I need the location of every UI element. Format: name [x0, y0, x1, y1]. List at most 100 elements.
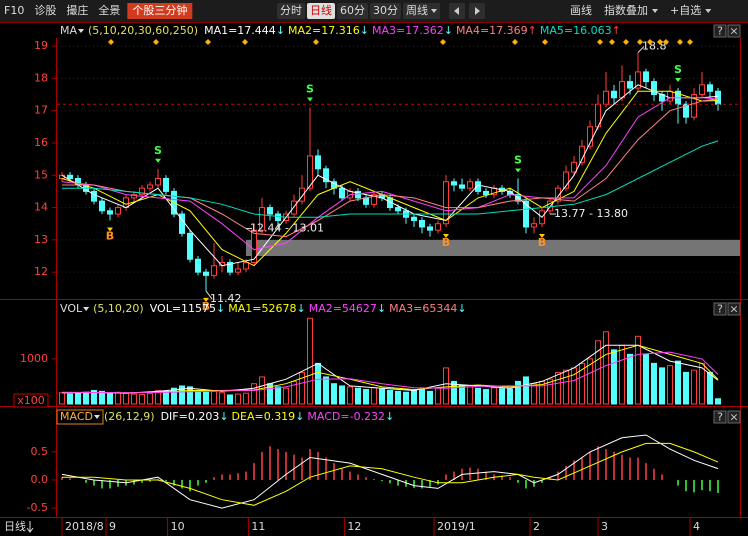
candle-body [611, 90, 617, 99]
panel-button[interactable] [727, 410, 741, 424]
toolbar-button[interactable]: 画线 [570, 3, 592, 17]
volume-bar [91, 389, 97, 405]
y-tick-label: -0.5 [27, 501, 48, 514]
event-marker[interactable] [205, 39, 211, 45]
volume-bar [219, 392, 225, 405]
event-marker[interactable] [542, 39, 548, 45]
period-button[interactable] [307, 3, 335, 19]
event-marker[interactable] [242, 39, 248, 45]
volume-bar [587, 358, 593, 405]
candle-body [115, 207, 121, 215]
panel-button[interactable] [727, 24, 741, 38]
event-marker[interactable] [623, 39, 629, 45]
toolbar-button[interactable]: 全景 [98, 3, 120, 17]
panel-button-label[interactable]: × [729, 25, 738, 38]
volume-bar [547, 378, 553, 405]
panel-button-label[interactable]: ? [717, 303, 723, 316]
period-label[interactable]: 60分 [340, 4, 365, 17]
event-marker[interactable] [440, 39, 446, 45]
candle-body [243, 261, 249, 270]
toolbar-button[interactable]: 撮庄 [66, 3, 88, 17]
volume-bar [691, 369, 697, 405]
event-marker[interactable] [637, 39, 643, 45]
volume-bar [619, 344, 625, 405]
active-tab-label[interactable]: 个股三分钟 [132, 3, 187, 17]
candle-body [155, 177, 161, 186]
event-marker[interactable] [677, 39, 683, 45]
volume-bar [395, 390, 401, 405]
indicator-name[interactable]: MACD [60, 410, 93, 423]
indicator-arrow: ↑ [612, 24, 621, 37]
signal-arrow [107, 227, 113, 232]
indicator-arrow: ↓ [296, 302, 305, 315]
volume-bar [139, 394, 145, 405]
y-tick-label: 1000 [20, 352, 48, 365]
indicator-name[interactable]: VOL [60, 302, 83, 315]
event-marker[interactable] [153, 39, 159, 45]
indicator-name[interactable]: MA [60, 24, 77, 37]
volume-bar [171, 387, 177, 405]
event-marker[interactable] [609, 39, 615, 45]
candle-body [483, 190, 489, 196]
event-marker[interactable] [657, 39, 663, 45]
panel-button[interactable] [727, 302, 741, 316]
toolbar-button[interactable]: 指数叠加 [604, 3, 648, 17]
period-label[interactable]: 30分 [373, 4, 398, 17]
candle-body [699, 84, 705, 96]
period-button[interactable] [337, 3, 368, 19]
x-tick-label: 11 [251, 520, 265, 533]
toolbar-button[interactable]: 诊股 [34, 3, 56, 17]
event-marker[interactable] [663, 39, 669, 45]
candle-body [443, 181, 449, 225]
x-tick-label: 3 [601, 520, 608, 533]
signal-arrow [307, 97, 313, 102]
event-marker[interactable] [512, 39, 518, 45]
candle-body [635, 71, 641, 89]
x-tick-label: 2018/8 [65, 520, 104, 533]
event-marker[interactable] [647, 39, 653, 45]
indicator-arrow: ↓ [360, 24, 369, 37]
volume-bar [531, 383, 537, 405]
volume-bar [379, 388, 385, 405]
event-marker[interactable] [313, 39, 319, 45]
panel-button[interactable] [713, 302, 727, 316]
period-button[interactable] [403, 3, 440, 19]
toolbar-button[interactable]: +自选 [670, 4, 701, 17]
period-button[interactable] [370, 3, 401, 19]
period-button[interactable] [277, 3, 305, 19]
volume-bar [659, 367, 665, 405]
period-label[interactable]: 周线 [406, 3, 428, 17]
event-marker[interactable] [108, 39, 114, 45]
candle-body [267, 207, 273, 215]
toolbar-button[interactable]: F10 [4, 4, 24, 17]
volume-bar [227, 394, 233, 405]
annotation: 18.8 [642, 40, 667, 53]
period-label[interactable]: 分时 [280, 4, 302, 17]
event-marker[interactable] [597, 39, 603, 45]
panel-button-label[interactable]: × [729, 411, 738, 424]
panel-button[interactable] [713, 24, 727, 38]
indicator-arrow: ↓ [444, 24, 453, 37]
candle-body [363, 197, 369, 205]
indicator-arrow: ↓ [276, 24, 285, 37]
y-tick-label: 16 [34, 136, 48, 149]
panel-button[interactable] [713, 410, 727, 424]
volume-bar [123, 392, 129, 405]
annotation: 12.44 - 13.01 [250, 222, 324, 235]
active-tab[interactable] [127, 3, 193, 19]
volume-bar [67, 393, 73, 405]
event-marker[interactable] [687, 39, 693, 45]
volume-bar [291, 380, 297, 405]
period-label[interactable]: 日线 [310, 3, 332, 17]
candle-body [91, 190, 97, 202]
period-indicator[interactable]: 日线 [4, 519, 26, 533]
panel-button-label[interactable]: × [729, 303, 738, 316]
candle-body [299, 187, 305, 202]
volume-bar [331, 383, 337, 405]
dropdown-icon [83, 307, 90, 311]
indicator-box[interactable] [56, 409, 104, 425]
panel-button-label[interactable]: ? [717, 25, 723, 38]
volume-bar [259, 376, 265, 405]
indicator-arrow: ↓ [219, 410, 228, 423]
panel-button-label[interactable]: ? [717, 411, 723, 424]
